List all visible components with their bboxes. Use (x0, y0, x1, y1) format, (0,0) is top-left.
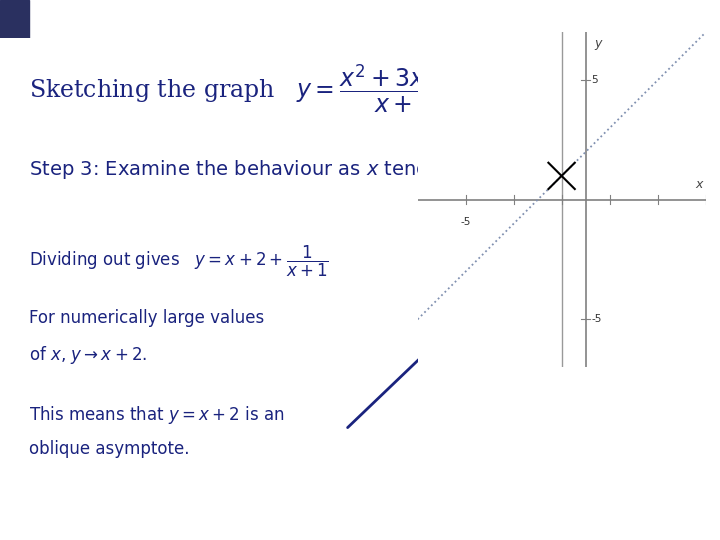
Bar (0, 0, 29, 38)
Text: of $x$, $y \rightarrow x + 2$.: of $x$, $y \rightarrow x + 2$. (29, 344, 147, 366)
Text: Dividing out gives   $y = x + 2 + \dfrac{1}{x+1}$: Dividing out gives $y = x + 2 + \dfrac{1… (29, 244, 329, 279)
Text: For numerically large values: For numerically large values (29, 309, 264, 327)
Text: Step 3: Examine the behaviour as $x$ tends to infinity: Step 3: Examine the behaviour as $x$ ten… (29, 158, 539, 181)
Text: y: y (594, 37, 601, 50)
Text: -5: -5 (460, 217, 471, 227)
Text: -5: -5 (592, 314, 602, 325)
Text: This means that $y = x + 2$ is an: This means that $y = x + 2$ is an (29, 404, 284, 427)
Text: x: x (696, 178, 703, 192)
Text: 5: 5 (592, 75, 598, 85)
Text: oblique asymptote.: oblique asymptote. (29, 440, 189, 457)
Text: Sketching the graph   $y = \dfrac{x^2+3x+3}{x+1}$: Sketching the graph $y = \dfrac{x^2+3x+3… (29, 63, 469, 116)
